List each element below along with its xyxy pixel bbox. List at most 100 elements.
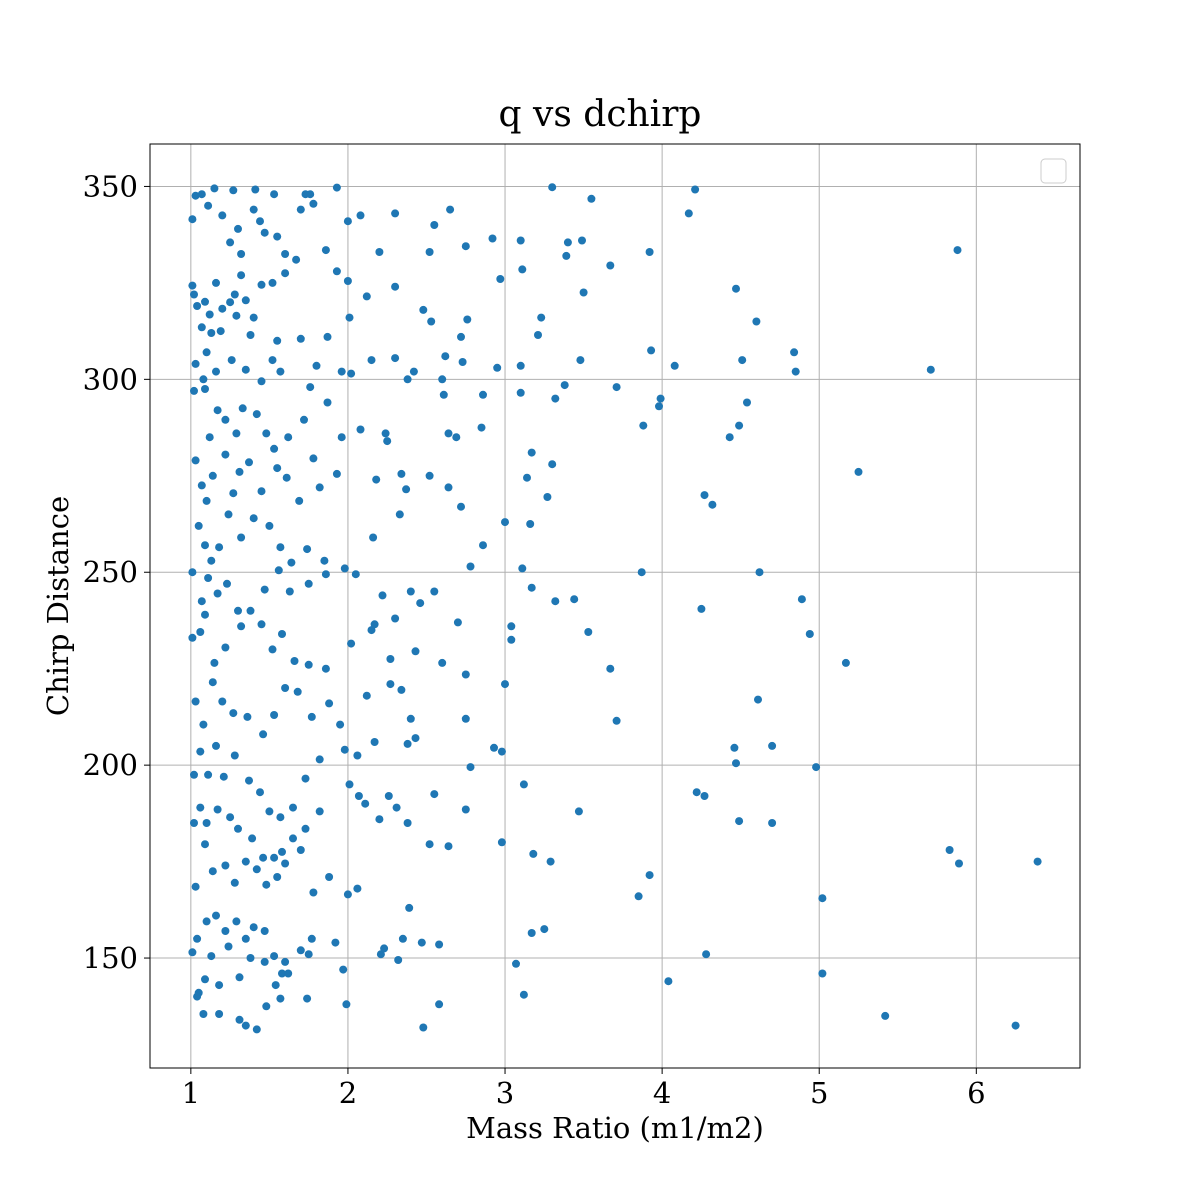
data-point [479,390,487,399]
data-point [537,313,546,322]
data-point [841,658,850,667]
data-point [276,994,285,1003]
data-point [268,645,277,654]
data-point [202,348,211,357]
data-point [276,543,285,552]
data-point [579,288,588,297]
data-point [221,643,230,652]
y-tick-label: 300 [83,362,138,396]
data-point [309,454,318,463]
data-point [193,934,202,943]
plot-frame [149,143,1081,1069]
data-point [403,375,412,384]
data-point [397,469,406,478]
data-point [252,410,261,419]
data-point [237,622,246,631]
data-point [527,448,536,457]
y-tick-label: 350 [83,169,138,203]
data-point [241,296,250,305]
data-point [655,402,663,411]
data-point [406,714,415,723]
data-point [516,236,525,245]
x-tick-label: 1 [182,1076,200,1110]
data-point [226,298,235,307]
data-point [221,415,230,424]
data-point [270,853,279,862]
data-point [479,541,487,550]
data-point [332,267,341,276]
data-point [190,386,198,395]
data-point [645,248,654,256]
data-point [259,853,268,862]
data-point [270,190,279,199]
data-point [237,250,246,258]
data-point [881,1011,890,1020]
data-point [670,361,679,370]
data-point [320,556,329,565]
data-point [226,813,235,822]
data-point [237,271,246,280]
data-point [260,228,269,237]
data-point [260,957,269,966]
data-point [534,331,542,339]
data-point [262,1002,271,1011]
data-point [818,969,827,978]
data-point [197,323,206,332]
data-point [205,433,214,442]
data-point [755,568,764,577]
data-point [383,437,392,446]
data-point [380,944,389,953]
data-point [519,990,528,999]
data-point [273,464,282,473]
y-tick-label: 250 [83,555,138,589]
x-tick-label: 5 [810,1076,828,1110]
data-point [743,398,751,407]
data-point [325,699,334,708]
data-point [278,847,286,856]
data-point [452,433,461,442]
data-point [606,261,615,270]
data-point [321,246,330,255]
data-point [191,191,200,200]
data-point [812,763,821,772]
data-point [321,570,330,579]
data-point [201,541,209,550]
data-point [570,595,579,604]
data-point [425,248,434,256]
data-point [331,938,340,947]
data-point [191,456,200,465]
y-tick-label: 200 [83,748,138,782]
data-point [201,840,209,849]
data-point [606,664,615,673]
data-point [356,211,365,220]
data-point [647,346,656,355]
data-point [370,620,379,629]
x-tick-label: 4 [653,1076,671,1110]
data-point [343,277,352,285]
data-point [230,290,239,299]
data-point [493,363,502,372]
data-point [369,533,378,542]
data-point [307,934,316,943]
data-point [300,415,308,424]
data-point [507,622,516,631]
data-point [507,635,516,644]
data-point [523,473,531,482]
legend-box [1040,158,1067,184]
data-point [190,770,198,779]
data-point [543,493,552,501]
data-point [241,934,250,943]
data-point [252,1025,261,1034]
data-point [384,792,393,800]
data-point [215,981,224,990]
data-point [343,217,352,226]
data-point [700,792,709,800]
data-point [458,358,467,366]
data-point [208,471,217,480]
data-point [284,969,293,978]
data-point [202,819,211,827]
data-point [435,1000,444,1009]
data-point [639,421,648,430]
data-point [340,564,349,573]
